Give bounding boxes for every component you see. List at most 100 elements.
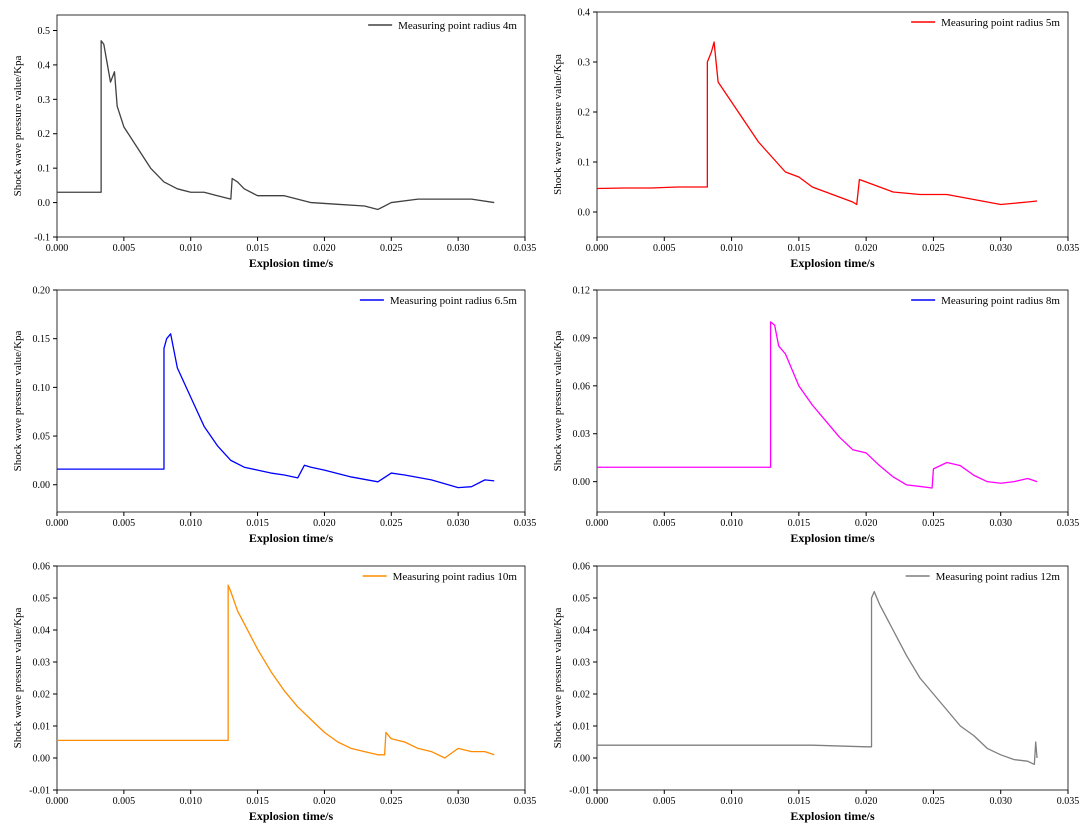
x-tick-label: 0.015 (246, 518, 269, 529)
y-tick-label: 0.15 (33, 334, 51, 345)
y-tick-label: 0.4 (38, 60, 51, 71)
y-tick-label: 0.09 (573, 333, 591, 344)
x-tick-label: 0.000 (46, 243, 69, 254)
y-tick-label: 0.00 (573, 754, 591, 765)
x-axis-label: Explosion time/s (790, 256, 875, 270)
x-tick-label: 0.030 (989, 796, 1012, 807)
y-tick-label: 0.12 (573, 286, 591, 297)
y-tick-label: 0.2 (578, 108, 591, 119)
x-axis-label: Explosion time/s (249, 256, 334, 270)
x-tick-label: 0.035 (514, 243, 537, 254)
legend-label: Measuring point radius 8m (941, 295, 1060, 307)
x-tick-label: 0.015 (788, 518, 811, 529)
y-tick-label: 0.00 (33, 480, 51, 491)
x-tick-label: 0.030 (447, 796, 470, 807)
x-tick-label: 0.005 (653, 243, 676, 254)
y-tick-label: 0.01 (573, 722, 591, 733)
y-tick-label: 0.02 (33, 690, 51, 701)
x-tick-label: 0.030 (447, 518, 470, 529)
x-tick-label: 0.015 (788, 796, 811, 807)
legend-label: Measuring point radius 6.5m (390, 295, 518, 307)
x-tick-label: 0.010 (179, 796, 202, 807)
y-tick-label: 0.00 (573, 477, 591, 488)
x-tick-label: 0.005 (113, 518, 136, 529)
x-tick-label: 0.025 (922, 796, 945, 807)
legend-label: Measuring point radius 12m (936, 571, 1061, 583)
x-tick-label: 0.035 (1057, 796, 1080, 807)
y-axis-label: Shock wave pressure value/Kpa (12, 607, 24, 748)
legend-label: Measuring point radius 10m (393, 571, 518, 583)
y-tick-label: 0.5 (38, 26, 51, 37)
y-tick-label: 0.06 (573, 381, 591, 392)
y-tick-label: 0.03 (573, 658, 591, 669)
legend-label: Measuring point radius 5m (941, 17, 1060, 29)
x-tick-label: 0.000 (586, 518, 609, 529)
x-tick-label: 0.025 (922, 518, 945, 529)
y-axis-label: Shock wave pressure value/Kpa (552, 607, 564, 748)
y-tick-label: 0.02 (573, 690, 591, 701)
plot-frame (56, 14, 526, 238)
x-tick-label: 0.020 (313, 243, 336, 254)
x-tick-label: 0.010 (720, 796, 743, 807)
x-tick-label: 0.005 (653, 518, 676, 529)
legend-label: Measuring point radius 4m (398, 20, 517, 32)
x-tick-label: 0.035 (514, 518, 537, 529)
x-tick-label: 0.010 (179, 243, 202, 254)
x-tick-label: 0.015 (788, 243, 811, 254)
x-tick-label: 0.020 (313, 518, 336, 529)
y-axis-label: Shock wave pressure value/Kpa (552, 54, 564, 195)
y-tick-label: 0.3 (38, 95, 51, 106)
plot-frame (56, 289, 526, 513)
y-tick-label: 0.2 (38, 129, 51, 140)
y-tick-label: 0.3 (578, 58, 591, 69)
x-tick-label: 0.025 (380, 796, 403, 807)
y-tick-label: -0.01 (29, 786, 50, 797)
y-axis-label: Shock wave pressure value/Kpa (12, 330, 24, 471)
x-tick-label: 0.020 (855, 243, 878, 254)
x-tick-label: 0.030 (447, 243, 470, 254)
y-tick-label: 0.10 (33, 383, 51, 394)
y-tick-label: 0.03 (573, 429, 591, 440)
x-tick-label: 0.005 (113, 796, 136, 807)
y-tick-label: 0.1 (578, 158, 591, 169)
x-tick-label: 0.035 (1057, 518, 1080, 529)
x-axis-label: Explosion time/s (249, 531, 334, 545)
x-tick-label: 0.010 (720, 243, 743, 254)
data-line (57, 333, 495, 489)
data-line (597, 321, 1038, 489)
y-tick-label: 0.05 (33, 432, 51, 443)
x-tick-label: 0.025 (380, 243, 403, 254)
x-tick-label: 0.020 (855, 518, 878, 529)
data-line (57, 584, 495, 759)
x-tick-label: 0.015 (246, 796, 269, 807)
x-tick-label: 0.030 (989, 243, 1012, 254)
x-tick-label: 0.020 (855, 796, 878, 807)
y-tick-label: 0.04 (33, 626, 51, 637)
x-tick-label: 0.020 (313, 796, 336, 807)
y-tick-label: 0.20 (33, 286, 51, 297)
y-axis-label: Shock wave pressure value/Kpa (12, 55, 24, 196)
y-tick-label: 0.01 (33, 722, 51, 733)
y-tick-label: 0.0 (38, 198, 51, 209)
x-tick-label: 0.025 (380, 518, 403, 529)
x-axis-label: Explosion time/s (790, 531, 875, 545)
x-tick-label: 0.015 (246, 243, 269, 254)
y-tick-label: 0.05 (573, 594, 591, 605)
y-tick-label: 0.4 (578, 8, 591, 19)
x-tick-label: 0.000 (586, 796, 609, 807)
y-tick-label: 0.03 (33, 658, 51, 669)
plot-frame (596, 289, 1069, 513)
data-line (597, 590, 1038, 766)
y-tick-label: 0.1 (38, 164, 51, 175)
y-tick-label: 0.00 (33, 754, 51, 765)
plot-frame (56, 565, 526, 791)
x-tick-label: 0.000 (46, 796, 69, 807)
y-tick-label: -0.1 (34, 233, 50, 244)
y-tick-label: 0.06 (33, 562, 51, 573)
x-tick-label: 0.035 (514, 796, 537, 807)
y-tick-label: 0.04 (573, 626, 591, 637)
x-axis-label: Explosion time/s (249, 809, 334, 823)
x-tick-label: 0.000 (586, 243, 609, 254)
x-tick-label: 0.010 (720, 518, 743, 529)
